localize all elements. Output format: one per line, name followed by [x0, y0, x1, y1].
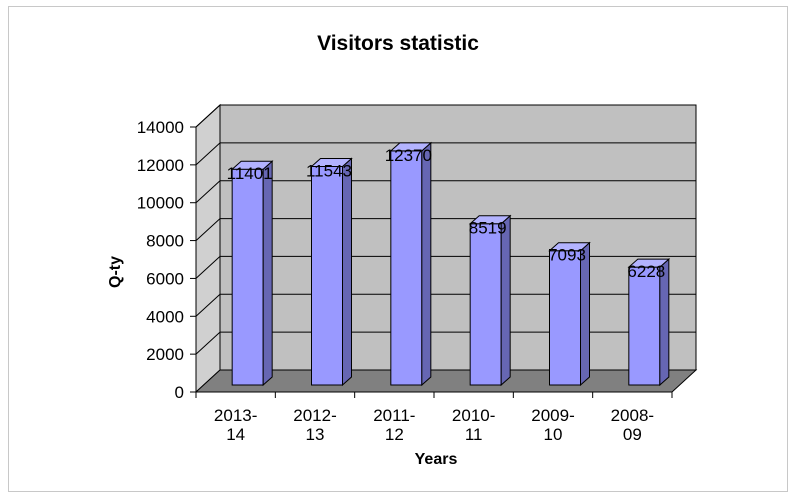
x-tick-label: 2010-11 — [452, 406, 495, 444]
y-tick-label: 4000 — [146, 307, 184, 326]
chart-title: Visitors statistic — [317, 32, 479, 55]
data-label: 8519 — [469, 219, 507, 238]
x-axis-ticks: 2013-14 2012-13 2011-12 2010-11 2009-10 2008-… — [195, 392, 673, 444]
y-axis-title: Q-ty — [107, 256, 124, 288]
gridline — [195, 331, 696, 355]
side-wall — [195, 103, 221, 394]
y-tick-label: 0 — [175, 383, 184, 402]
bar-top — [310, 158, 353, 168]
gridlines — [195, 104, 696, 355]
gridline — [195, 218, 696, 241]
back-wall — [219, 104, 697, 371]
gridline — [195, 142, 696, 166]
gridline — [195, 104, 696, 128]
bar-front — [311, 166, 343, 386]
bar-front — [231, 168, 264, 386]
gridline — [195, 255, 696, 279]
data-label: 12370 — [385, 146, 432, 165]
bar-side — [342, 157, 352, 387]
bar-top — [230, 160, 274, 170]
y-tick-label: 8000 — [146, 232, 184, 251]
bar-top — [627, 258, 671, 268]
bar — [627, 257, 671, 387]
bar-front — [549, 250, 581, 386]
bar-side — [500, 214, 511, 387]
data-labels: 11401 11543 12370 8519 7093 6228 — [227, 146, 666, 281]
x-tick-label: 2011-12 — [373, 406, 415, 444]
bar-front — [390, 150, 423, 386]
x-tick-label: 2012-13 — [293, 406, 336, 444]
bar-side — [262, 160, 273, 387]
bar-front — [469, 223, 502, 386]
bars — [230, 141, 671, 387]
bar — [468, 214, 512, 387]
x-tick-label: 2013-14 — [214, 406, 257, 444]
bar-top — [468, 215, 512, 225]
y-tick-label: 14000 — [137, 118, 184, 137]
y-tick-label: 12000 — [137, 156, 184, 175]
bar — [230, 160, 274, 387]
y-tick-label: 10000 — [137, 194, 184, 213]
x-axis-title: Years — [415, 451, 458, 468]
bar — [310, 157, 353, 387]
data-label: 6228 — [627, 262, 665, 281]
gridline — [195, 180, 696, 204]
bar-front — [628, 266, 661, 386]
x-tick-label: 2009-10 — [531, 406, 574, 444]
data-label: 7093 — [548, 246, 586, 265]
bar — [389, 141, 433, 387]
y-tick-label: 2000 — [146, 345, 184, 364]
bar — [548, 241, 591, 387]
x-tick-label: 2008-09 — [611, 406, 654, 444]
y-axis-ticks: 0 2000 4000 6000 8000 10000 12000 14000 — [137, 118, 196, 402]
data-label: 11543 — [306, 162, 352, 181]
y-tick-label: 6000 — [146, 269, 184, 288]
bar-top — [389, 142, 433, 152]
gridline — [195, 293, 696, 317]
data-label: 11401 — [227, 164, 273, 183]
bar-top — [548, 242, 591, 252]
bar-side — [421, 141, 432, 387]
